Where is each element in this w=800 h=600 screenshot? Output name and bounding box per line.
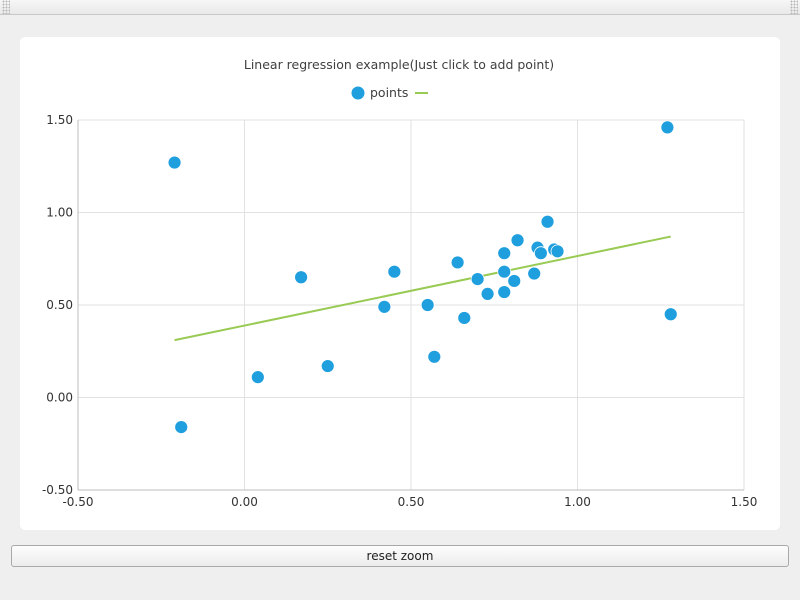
- legend-label-points: points: [370, 85, 408, 100]
- data-point[interactable]: [457, 311, 472, 325]
- data-point[interactable]: [510, 233, 525, 248]
- x-tick-label: 0.50: [398, 495, 425, 509]
- y-tick-label: 0.50: [46, 298, 73, 312]
- right-grip-icon: [790, 0, 798, 14]
- data-point[interactable]: [533, 246, 548, 261]
- data-point[interactable]: [550, 244, 565, 259]
- x-tick-label: 0.00: [231, 495, 258, 509]
- data-point[interactable]: [527, 266, 542, 281]
- data-point[interactable]: [294, 270, 309, 285]
- data-point[interactable]: [167, 155, 182, 170]
- data-point[interactable]: [497, 246, 512, 261]
- data-point[interactable]: [174, 420, 189, 435]
- data-point[interactable]: [387, 264, 402, 279]
- y-tick-label: 0.00: [46, 391, 73, 405]
- chart-view[interactable]: Linear regression example(Just click to …: [20, 37, 780, 530]
- chart-title: Linear regression example(Just click to …: [244, 57, 554, 72]
- data-point[interactable]: [420, 298, 435, 312]
- data-point[interactable]: [250, 370, 265, 385]
- data-point[interactable]: [663, 307, 678, 322]
- series: [167, 120, 678, 435]
- grid: [77, 119, 745, 491]
- data-point[interactable]: [507, 274, 522, 288]
- data-point[interactable]: [377, 299, 392, 314]
- data-point[interactable]: [540, 214, 555, 229]
- data-point[interactable]: [497, 285, 512, 299]
- axes: [77, 120, 744, 491]
- title-bar: [0, 0, 800, 15]
- data-point[interactable]: [470, 272, 485, 287]
- data-point[interactable]: [660, 120, 675, 135]
- y-tick-label: 1.00: [46, 206, 73, 220]
- legend-marker-points: [351, 86, 365, 100]
- data-point[interactable]: [320, 359, 335, 373]
- legend: points: [351, 85, 428, 100]
- data-point[interactable]: [427, 349, 442, 364]
- left-grip-icon: [2, 0, 10, 14]
- x-tick-label: 1.50: [731, 495, 758, 509]
- regression-line: [174, 235, 671, 342]
- reset-zoom-button[interactable]: reset zoom: [11, 545, 789, 567]
- chart[interactable]: Linear regression example(Just click to …: [20, 37, 780, 530]
- x-tick-label: -0.50: [62, 495, 93, 509]
- data-point[interactable]: [480, 286, 495, 301]
- y-tick-label: -0.50: [42, 483, 73, 497]
- data-point[interactable]: [450, 255, 465, 270]
- tick-labels: -0.50 0.00 0.50 1.00 1.50 1.50 1.00 0.50 0.00 -0.…: [42, 113, 757, 509]
- x-tick-label: 1.00: [564, 495, 591, 509]
- y-tick-label: 1.50: [46, 113, 73, 127]
- data-point[interactable]: [497, 264, 512, 279]
